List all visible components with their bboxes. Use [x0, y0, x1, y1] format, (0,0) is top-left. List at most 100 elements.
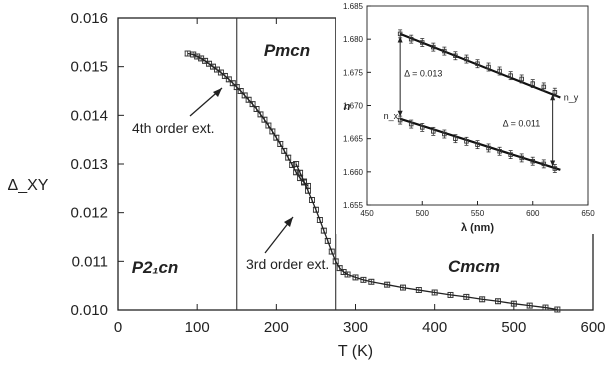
inset-x-tick-label: 600 — [526, 209, 540, 218]
inset-y-axis-label: n — [344, 101, 351, 113]
data-point — [344, 271, 351, 278]
data-point — [305, 187, 311, 194]
inset-data-point — [475, 61, 480, 66]
data-point — [277, 141, 284, 147]
delta-arrowhead-right-top — [550, 94, 556, 101]
inset-data-point — [475, 142, 480, 147]
inset-data-point — [508, 152, 513, 157]
data-point — [332, 258, 339, 265]
inset-data-point — [453, 53, 458, 59]
inset-x-tick-label: 450 — [360, 209, 374, 218]
x-tick-label: 100 — [185, 319, 210, 336]
y-tick-label: 0.010 — [70, 302, 108, 319]
inset-x-axis-label: λ (nm) — [461, 222, 494, 234]
inset-data-point — [497, 149, 502, 154]
arrowhead-4th-order — [213, 88, 222, 97]
inset-frame — [366, 5, 589, 206]
inset-fit-line — [399, 32, 561, 99]
data-point — [221, 72, 228, 79]
inset-y-tick-label: 1.665 — [343, 135, 364, 144]
delta-label-left: Δ = 0.013 — [404, 68, 442, 78]
data-point — [352, 274, 359, 281]
inset-data-point — [530, 81, 536, 86]
y-tick-label: 0.014 — [70, 107, 108, 124]
x-tick-label: 400 — [422, 319, 447, 336]
y-tick-label: 0.013 — [70, 156, 108, 173]
inset-x-tick-label: 500 — [416, 209, 430, 218]
data-point — [312, 206, 319, 213]
inset-data-point — [464, 56, 469, 62]
data-point — [328, 248, 335, 255]
inset-data-point — [408, 36, 414, 42]
data-point — [217, 69, 224, 76]
inset-data-point — [453, 136, 458, 141]
x-tick-label: 0 — [114, 319, 122, 336]
arrowhead-3rd-order — [284, 217, 293, 227]
delta-arrowhead-left — [397, 110, 403, 117]
data-point — [233, 84, 240, 91]
inset-series-label-nx: n_x — [384, 111, 399, 121]
inset-data-point — [420, 125, 425, 130]
data-point — [289, 162, 296, 168]
inset-data-point — [541, 161, 547, 167]
data-point — [285, 154, 292, 161]
x-tick-label: 300 — [343, 319, 368, 336]
data-point — [281, 147, 288, 154]
inset-data-point — [420, 40, 425, 45]
y-tick-label: 0.015 — [70, 59, 108, 76]
inset-data-point — [486, 145, 491, 151]
inset-data-point — [552, 89, 558, 95]
data-point — [225, 76, 232, 83]
data-point — [301, 178, 307, 185]
inset-data-point — [408, 121, 414, 127]
inset-plot: 450 500 550 600 650 1.655 1.660 1.665 1.670 1.675… — [336, 2, 608, 234]
inset-data-point — [552, 166, 558, 171]
data-point — [261, 116, 268, 123]
inset-y-tick-label: 1.675 — [343, 68, 364, 77]
data-point — [253, 106, 260, 112]
inset-y-tick-label: 1.655 — [343, 201, 364, 210]
inset-data-point — [519, 155, 524, 161]
main-plot: 0 100 200 300 400 500 600 0.010 0.011 0.012 0.013 0… — [8, 10, 606, 360]
inset-data-point — [397, 117, 403, 123]
inset-data-point — [508, 73, 513, 78]
delta-label-right: Δ = 0.011 — [503, 119, 541, 129]
y-tick-label: 0.011 — [72, 253, 108, 270]
x-axis-label: T (K) — [338, 343, 373, 360]
data-point — [309, 197, 315, 203]
data-point — [229, 80, 236, 87]
inset-x-tick-label: 550 — [471, 209, 485, 218]
phase-label-pmcn: Pmcn — [264, 41, 310, 60]
data-point — [257, 111, 264, 118]
data-point — [273, 134, 280, 141]
data-point — [293, 161, 300, 167]
inset-data-point — [431, 44, 436, 50]
inset-data-point — [530, 158, 536, 164]
y-axis-label: Δ_XY — [8, 177, 49, 194]
inset-data-point — [442, 131, 447, 137]
x-tick-label: 600 — [580, 319, 605, 336]
inset-x-tick-label: 650 — [581, 209, 595, 218]
inset-data-point — [464, 139, 469, 144]
inset-data-point — [397, 31, 403, 37]
data-point — [194, 53, 201, 60]
inset-data-point — [541, 84, 547, 90]
inset-y-tick-label: 1.660 — [343, 168, 364, 177]
delta-arrowhead-right — [550, 160, 556, 167]
inset-fit-line — [399, 117, 561, 171]
data-point — [293, 169, 300, 176]
data-point — [241, 92, 248, 99]
inset-data-point — [486, 64, 491, 70]
series-line — [295, 163, 558, 311]
inset-y-tick-label: 1.685 — [343, 2, 364, 11]
data-point — [324, 237, 331, 244]
data-point — [336, 265, 343, 272]
data-point — [249, 101, 256, 108]
data-point — [269, 128, 276, 135]
inset-y-tick-label: 1.680 — [343, 35, 364, 44]
data-point — [237, 88, 244, 94]
inset-data-point — [431, 129, 436, 134]
data-point — [265, 122, 272, 129]
data-point — [320, 227, 327, 234]
